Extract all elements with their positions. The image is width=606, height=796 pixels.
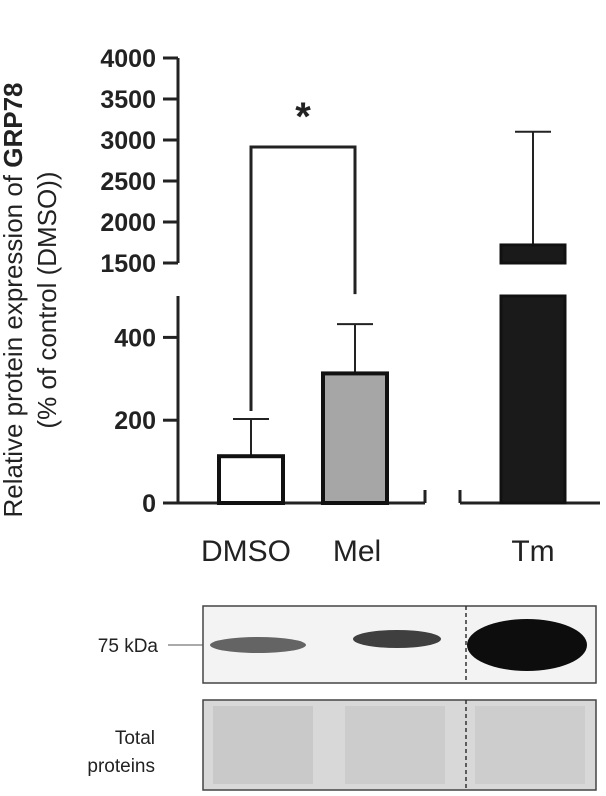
bar-mel: [321, 371, 389, 505]
y-tick-label: 2500: [100, 168, 156, 196]
category-label-dmso: DMSO: [201, 535, 291, 568]
y-ticks: 0 200 400 1500 2000 2500 3000 3500 4000: [100, 45, 178, 518]
band-dmso: [210, 637, 306, 653]
y-tick-label: 4000: [100, 45, 156, 73]
band-mel: [353, 630, 441, 648]
y-axis-label: Relative protein expression of GRP78 (% …: [0, 82, 62, 517]
y-tick-label: 3500: [100, 86, 156, 114]
category-label-tm: Tm: [511, 535, 554, 568]
y-tick-label: 2000: [100, 209, 156, 237]
loading-label-line1: Total: [115, 728, 155, 749]
western-blot-band-panel: [168, 605, 597, 684]
bar-dmso: [217, 454, 285, 505]
total-protein-panel: [202, 699, 597, 791]
bars: [217, 130, 567, 505]
x-categories: DMSO Mel Tm: [201, 535, 555, 568]
y-tick-label: 400: [114, 324, 156, 352]
bar-tm-lower: [499, 294, 567, 505]
y-axis-label-protein: GRP78: [0, 82, 28, 167]
y-tick-label: 1500: [100, 250, 156, 278]
y-tick-label: 3000: [100, 127, 156, 155]
band-tm: [467, 619, 587, 671]
category-label-mel: Mel: [333, 535, 381, 568]
significance-star: *: [295, 95, 311, 139]
svg-text:Relative protein expression of: Relative protein expression of GRP78: [0, 82, 28, 517]
loading-label-line2: proteins: [87, 756, 155, 777]
y-axis-label-unit: (% of control (DMSO)): [32, 171, 62, 428]
bar-tm-upper: [499, 243, 567, 265]
significance-line: [249, 145, 357, 411]
y-tick-label: 200: [114, 407, 156, 435]
band-size-label: 75 kDa: [98, 636, 159, 657]
y-tick-label: 0: [142, 490, 156, 518]
significance-bracket: *: [249, 95, 357, 411]
y-axis-label-prefix: Relative protein expression of: [0, 168, 28, 518]
